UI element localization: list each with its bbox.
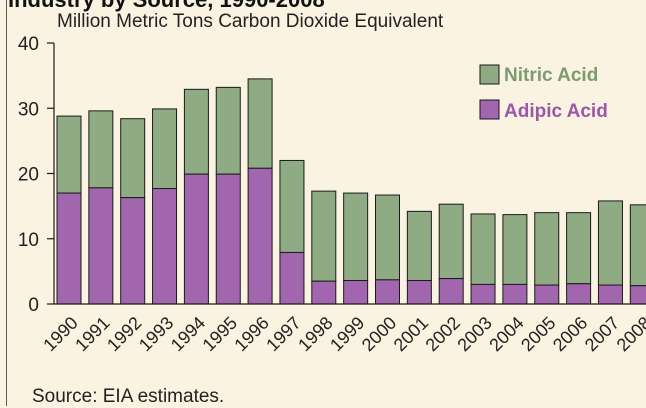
bar-adipic-2006 (566, 283, 592, 305)
bar-group-1998 (311, 190, 337, 305)
bar-nitric-2006 (566, 212, 592, 285)
bar-group-2003 (470, 213, 496, 305)
bar-adipic-1990 (56, 192, 82, 305)
bar-nitric-2008 (629, 204, 646, 287)
x-axis: 1990199119921993199419951996199719981999… (39, 303, 646, 355)
bar-group-1996 (247, 78, 273, 305)
x-tick-label: 1992 (103, 313, 145, 355)
bar-nitric-2002 (438, 203, 464, 280)
x-tick-label: 1994 (167, 313, 209, 355)
x-tick-label: 1991 (71, 313, 113, 355)
bar-adipic-2001 (406, 280, 432, 305)
bar-nitric-1992 (120, 118, 146, 199)
legend: Nitric Acid Adipic Acid (479, 64, 608, 122)
x-tick-label: 2007 (581, 313, 623, 355)
bar-nitric-1998 (311, 190, 337, 282)
y-axis-unit-label: Million Metric Tons Carbon Dioxide Equiv… (57, 11, 444, 32)
bar-group-1995 (215, 86, 241, 305)
bar-adipic-1993 (152, 188, 178, 305)
bar-nitric-1990 (56, 115, 82, 194)
legend-swatch-adipic (479, 99, 500, 120)
bar-nitric-2001 (406, 210, 432, 282)
x-tick-label: 2003 (453, 313, 495, 355)
bar-nitric-1995 (215, 86, 241, 175)
bar-adipic-1992 (120, 197, 146, 305)
bar-adipic-2004 (502, 283, 528, 305)
chart-title-cropped: Industry by Source, 1990-2008 (8, 0, 325, 13)
bar-nitric-2005 (534, 212, 560, 286)
bar-nitric-1993 (152, 108, 178, 190)
legend-label-nitric: Nitric Acid (504, 65, 598, 86)
bar-nitric-2007 (597, 200, 623, 286)
bar-adipic-1998 (311, 280, 337, 305)
bar-group-1994 (183, 88, 209, 305)
bar-adipic-1999 (343, 280, 369, 305)
x-tick-label: 2008 (613, 313, 646, 355)
bar-group-2007 (597, 200, 623, 305)
x-tick-label: 1996 (230, 313, 272, 355)
x-tick-label: 2002 (422, 313, 464, 355)
left-border-line (6, 0, 7, 406)
x-tick-label: 2005 (517, 313, 559, 355)
bar-adipic-1991 (88, 187, 114, 305)
bar-group-1997 (279, 159, 305, 305)
x-tick-label: 1995 (199, 313, 241, 355)
bar-group-1992 (120, 118, 146, 305)
source-note: Source: EIA estimates. (32, 386, 225, 407)
bar-nitric-1994 (183, 88, 209, 175)
bars (56, 78, 646, 305)
x-tick-label: 2000 (358, 313, 400, 355)
y-tick-label: 10 (18, 230, 39, 251)
bar-adipic-2007 (597, 284, 623, 305)
bar-group-2000 (375, 194, 400, 305)
bar-nitric-2004 (502, 214, 528, 285)
x-tick-label: 1997 (262, 313, 304, 355)
bar-adipic-1997 (279, 251, 305, 305)
bar-adipic-2005 (534, 284, 560, 305)
bar-group-2002 (438, 203, 464, 305)
x-tick-label: 1999 (326, 313, 368, 355)
bar-group-1990 (56, 115, 82, 305)
x-tick-label: 1993 (135, 313, 177, 355)
bar-adipic-1995 (215, 173, 241, 305)
bar-adipic-1994 (183, 173, 209, 305)
bar-adipic-2008 (629, 285, 646, 305)
y-tick-label: 0 (28, 295, 39, 316)
bar-group-2001 (406, 210, 432, 305)
y-tick-label: 30 (18, 99, 39, 120)
bar-group-2008 (629, 204, 646, 305)
y-tick-label: 40 (18, 34, 39, 55)
x-tick-label: 2001 (390, 313, 432, 355)
bar-nitric-2003 (470, 213, 496, 285)
bar-group-1991 (88, 110, 114, 305)
x-tick-label: 2006 (549, 313, 591, 355)
bar-nitric-1997 (279, 159, 305, 253)
y-axis: 0 10 20 30 40 (18, 34, 55, 316)
bar-group-2004 (502, 214, 528, 305)
x-tick-label: 2004 (485, 313, 527, 355)
x-tick-label: 1990 (39, 313, 81, 355)
legend-swatch-nitric (479, 64, 500, 85)
bar-adipic-2002 (438, 278, 464, 305)
bar-nitric-2000 (375, 194, 400, 281)
bar-adipic-2003 (470, 283, 496, 305)
bar-group-2006 (566, 212, 592, 305)
bar-nitric-1996 (247, 78, 273, 169)
bar-nitric-1991 (88, 110, 114, 189)
y-tick-label: 20 (18, 165, 39, 186)
bar-adipic-2000 (375, 279, 400, 305)
bar-group-1999 (343, 192, 369, 305)
bar-group-1993 (152, 108, 178, 305)
bar-nitric-1999 (343, 192, 369, 282)
x-tick-label: 1998 (294, 313, 336, 355)
legend-label-adipic: Adipic Acid (504, 101, 608, 122)
bar-adipic-1996 (247, 167, 273, 305)
bar-group-2005 (534, 212, 560, 305)
